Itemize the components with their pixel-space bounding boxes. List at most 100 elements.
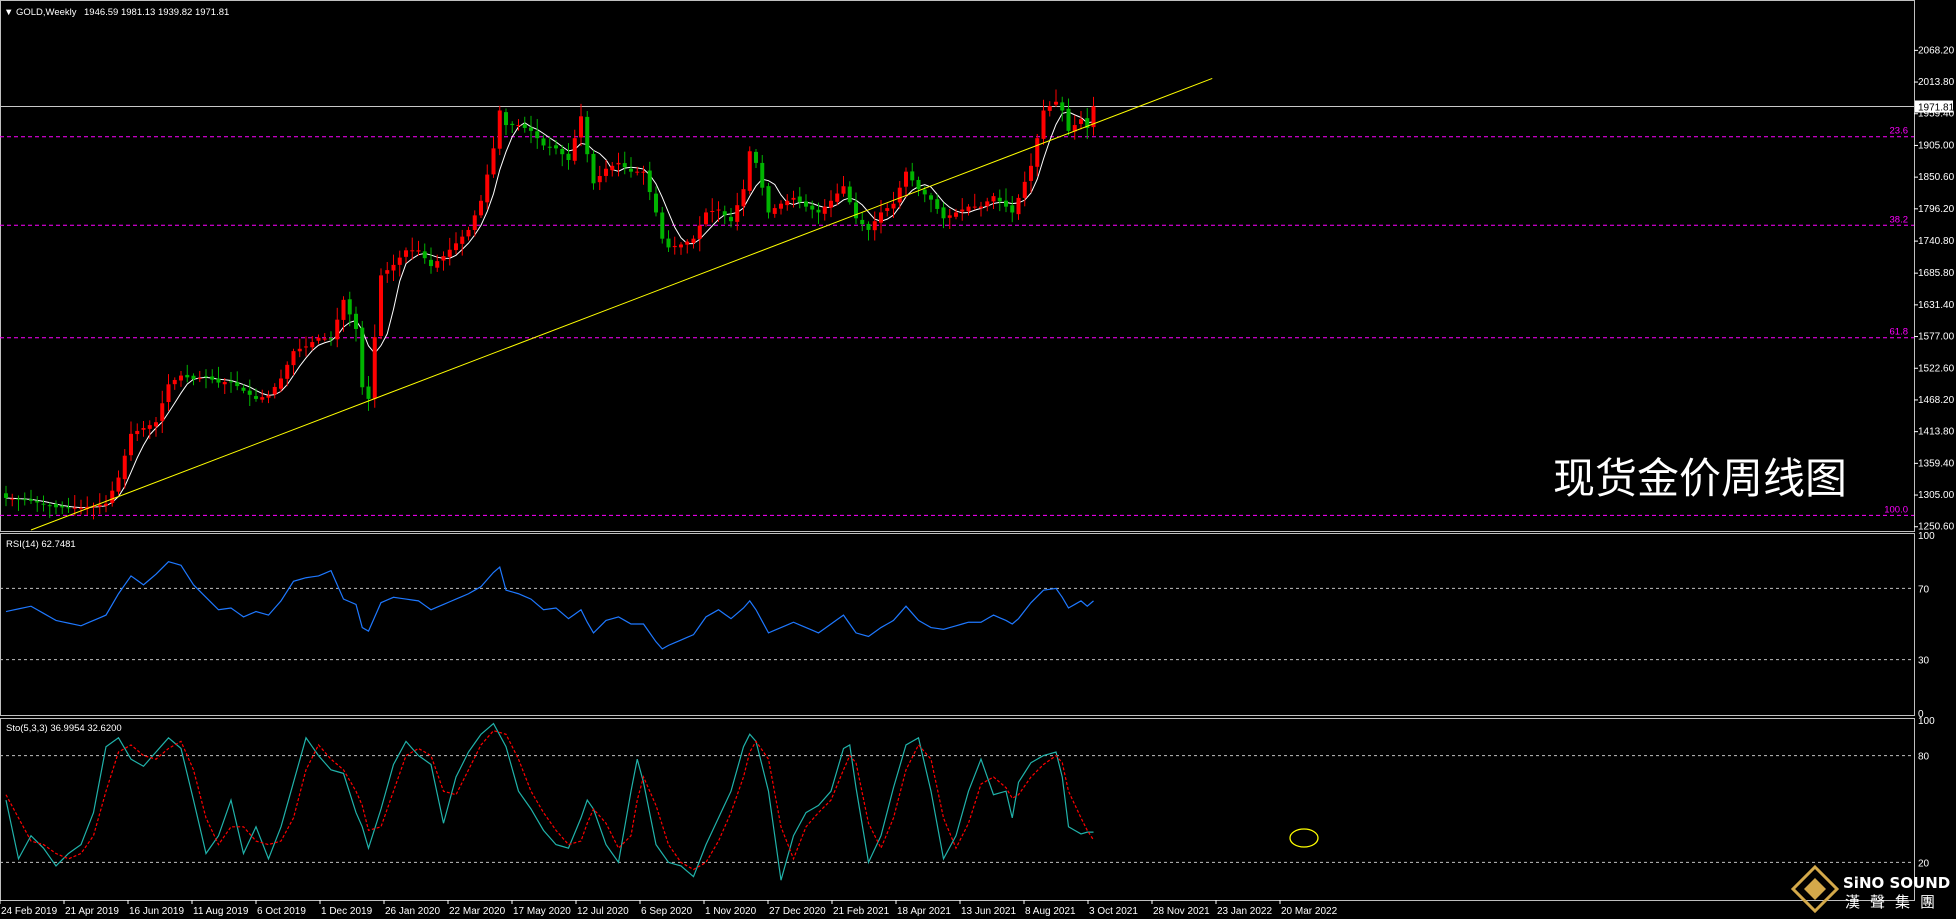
candle-body (641, 171, 646, 173)
candle-body (866, 223, 871, 230)
candle-body (1004, 200, 1008, 207)
price-tick-label: 1685.80 (1918, 268, 1955, 279)
candle-body (72, 507, 77, 509)
time-tick-label: 27 Dec 2020 (769, 906, 826, 917)
candle-body (666, 238, 671, 248)
candle-body (16, 498, 21, 500)
candle-body (41, 503, 46, 505)
candle-body (1010, 205, 1015, 213)
price-tick-label: 2013.80 (1918, 77, 1955, 88)
price-axis: 2068.20 2013.80 1959.40 1905.00 1850.60 1796.… (1914, 45, 1955, 533)
time-tick-label: 23 Jan 2022 (1217, 906, 1272, 917)
candle-body (222, 382, 227, 385)
price-tick-label: 1305.00 (1918, 490, 1955, 501)
candle-body (260, 397, 265, 400)
candle-body (785, 200, 790, 206)
candle-body (922, 189, 927, 195)
candle-body (822, 206, 827, 214)
candle-body (672, 245, 677, 248)
candle-body (104, 503, 108, 506)
rsi-levels (0, 587, 1914, 661)
header-arrow[interactable]: ▼ (4, 7, 13, 18)
candle-body (1029, 165, 1033, 181)
candle-body (879, 212, 883, 223)
candle-body (85, 506, 90, 510)
candle-body (872, 221, 877, 231)
candle-body (516, 125, 521, 127)
candle-body (341, 299, 346, 320)
time-tick-label: 28 Nov 2021 (1153, 906, 1210, 917)
candle-body (610, 165, 615, 171)
candle-body (529, 127, 533, 131)
candle-body (279, 378, 283, 389)
candle-body (197, 377, 202, 379)
brand-name: SiNO SOUND (1843, 874, 1950, 892)
candle-body (385, 270, 390, 274)
candle-body (910, 171, 915, 181)
candle-body (685, 241, 690, 245)
candle-body (779, 203, 783, 209)
candle-body (854, 202, 858, 219)
price-panel-frame (0, 0, 1915, 532)
candle-body (579, 116, 583, 138)
candle-body (366, 386, 371, 399)
candle-body (54, 504, 58, 508)
candle-body (972, 206, 977, 208)
candle-body (1085, 118, 1090, 128)
candle-body (354, 313, 358, 329)
candle-body (35, 500, 40, 503)
trendline[interactable] (30, 77, 1213, 531)
candle-body (435, 261, 440, 268)
candle-body (654, 193, 658, 213)
candle-body (916, 179, 921, 190)
candle-body (10, 498, 15, 500)
candle-body (835, 193, 840, 202)
candle-body (647, 170, 652, 193)
sto-tick-label: 100 (1918, 716, 1935, 727)
candle-body (660, 212, 665, 239)
time-tick-label: 18 Apr 2021 (897, 906, 951, 917)
candle-body (79, 507, 83, 509)
candle-body (129, 433, 133, 456)
candle-body (372, 337, 377, 399)
sto-tick-label: 80 (1918, 752, 1930, 763)
candle-body (391, 264, 396, 271)
sto-signal-series (5, 729, 1095, 871)
candle-body (291, 351, 296, 366)
candle-body (604, 168, 608, 176)
candle-body (535, 131, 540, 139)
time-axis: 24 Feb 2019 21 Apr 2019 16 Jun 2019 11 Aug … (0, 900, 1338, 917)
candle-body (185, 374, 190, 378)
candle-body (410, 250, 415, 252)
candle-body (235, 382, 240, 387)
candle-body (266, 395, 271, 398)
candle-body (1060, 102, 1065, 111)
time-tick-label: 1 Dec 2019 (321, 906, 373, 917)
price-tick-label: 1359.40 (1918, 458, 1955, 469)
candle-body (1091, 106, 1096, 128)
candle-body (572, 138, 577, 161)
sto-lines (5, 722, 1095, 881)
time-tick-label: 3 Oct 2021 (1089, 906, 1138, 917)
candle-body (404, 250, 408, 257)
candle-body (47, 505, 52, 507)
candle-body (935, 199, 940, 209)
candle-body (679, 244, 683, 248)
candle-body (285, 364, 290, 379)
time-tick-label: 16 Jun 2019 (129, 906, 184, 917)
candle-body (885, 208, 890, 211)
candle-body (172, 379, 177, 385)
rsi-line (5, 561, 1094, 650)
candle-body (1079, 119, 1083, 124)
stochastic-panel[interactable]: 100 80 20 Sto(5,3,3) 36.9954 32.6200 (0, 716, 1935, 901)
rsi-panel[interactable]: 100 70 30 0 RSI(14) 62.7481 (0, 531, 1935, 720)
candle-body (22, 499, 27, 501)
candle-body (622, 163, 627, 168)
candle-body (772, 208, 777, 214)
candle-body (960, 209, 965, 212)
candle-body (66, 507, 71, 509)
candle-body (379, 275, 383, 336)
candle-body (966, 206, 971, 212)
time-tick-label: 13 Jun 2021 (961, 906, 1016, 917)
